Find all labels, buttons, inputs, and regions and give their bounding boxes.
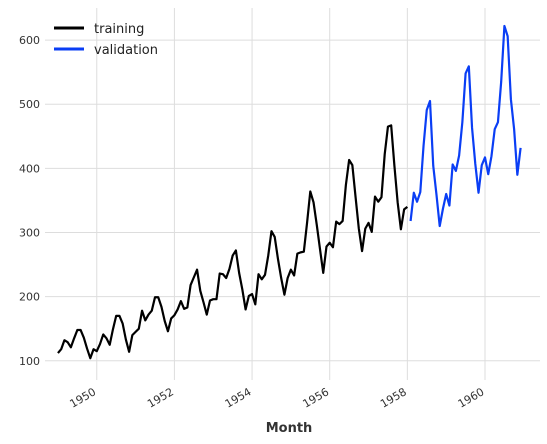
y-tick-label: 100 [19,355,40,368]
series-layer [57,24,522,360]
x-axis-ticks: 1950 1952 1954 1956 1958 1960 [68,385,487,410]
x-tick-label: 1960 [456,385,487,410]
legend: training validation [54,22,158,58]
y-tick-label: 600 [19,34,40,47]
y-tick-label: 400 [19,162,40,175]
y-axis-ticks: 100 200 300 400 500 600 [19,34,40,368]
y-tick-label: 500 [19,98,40,111]
x-tick-label: 1956 [300,385,331,410]
series-line-validation [409,24,522,228]
y-tick-label: 300 [19,226,40,239]
legend-label-validation: validation [94,43,158,58]
grid [45,8,540,380]
legend-label-training: training [94,22,144,37]
x-axis-label: Month [266,421,313,436]
x-tick-label: 1950 [68,385,99,410]
x-tick-label: 1958 [378,385,409,410]
series-line-training [57,124,409,360]
y-tick-label: 200 [19,291,40,304]
x-tick-label: 1954 [223,385,254,410]
x-tick-label: 1952 [145,385,176,410]
